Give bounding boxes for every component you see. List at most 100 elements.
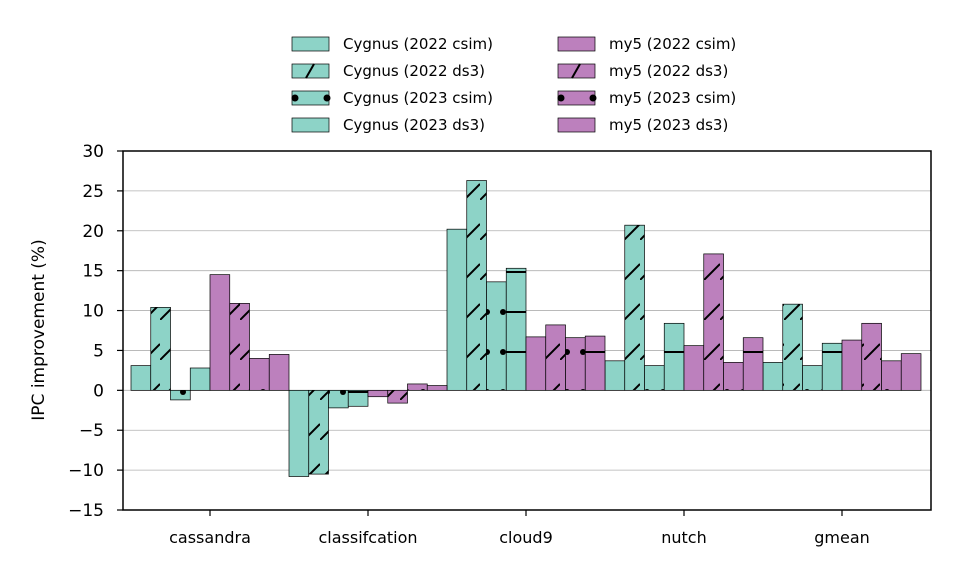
legend-item: Cygnus (2022 csim): [291, 35, 493, 53]
bar-hatch: [269, 354, 289, 391]
legend-hatch: [291, 94, 299, 102]
legend-item: my5 (2023 csim): [557, 89, 736, 107]
bar-hatch: [150, 307, 171, 391]
y-tick-label: −10: [68, 461, 104, 481]
bar-outline: [229, 303, 250, 391]
legend-item: Cygnus (2023 ds3): [291, 116, 485, 134]
bar-outline: [584, 335, 606, 391]
bar-hatch: [644, 365, 665, 391]
bar-hatch: [506, 268, 526, 391]
legend-hatch: [323, 94, 331, 102]
bar: [368, 390, 388, 397]
bar: [131, 365, 151, 391]
legend-label: Cygnus (2023 csim): [343, 89, 493, 107]
bar-outline: [505, 267, 527, 391]
y-tick-label: 30: [82, 142, 104, 162]
bar: [842, 340, 862, 391]
bar-hatch: [861, 323, 882, 391]
bar-hatch: [229, 303, 250, 391]
legend-label: Cygnus (2022 csim): [343, 35, 493, 53]
bar-hatch: [545, 324, 566, 391]
bar: [763, 362, 783, 391]
bar-hatch: [703, 253, 724, 391]
legend-hatch: [305, 63, 315, 79]
y-tick-label: −15: [68, 501, 104, 521]
bar-hatch: [723, 362, 744, 391]
bar-outline: [624, 224, 645, 391]
y-tick-label: 15: [82, 262, 104, 282]
bar-hatch: [901, 353, 921, 391]
legend-label: my5 (2022 ds3): [609, 62, 728, 80]
legend-item: my5 (2022 ds3): [557, 62, 728, 80]
legend-swatch: [291, 36, 330, 52]
bar-outline: [900, 353, 922, 391]
legend-item: my5 (2022 csim): [557, 35, 736, 53]
bar-outline: [150, 307, 171, 391]
legend-item: Cygnus (2023 csim): [291, 89, 493, 107]
bar-hatch: [308, 390, 329, 475]
legend-hatch: [589, 94, 597, 102]
legend-hatch: [571, 63, 581, 79]
legend-label: my5 (2023 ds3): [609, 116, 728, 134]
bar-hatch: [170, 390, 191, 400]
bar-outline: [742, 337, 764, 391]
bar-outline: [703, 253, 724, 391]
bar-hatch: [427, 385, 447, 391]
bar-hatch: [249, 358, 270, 391]
x-tick-label: cloud9: [499, 528, 553, 547]
bar-hatch: [486, 281, 507, 391]
bar: [605, 360, 625, 391]
legend-label: Cygnus (2022 ds3): [343, 62, 485, 80]
legend-label: my5 (2023 csim): [609, 89, 736, 107]
bar-hatch: [624, 225, 645, 391]
x-tick-label: gmean: [814, 528, 870, 547]
bar-hatch: [190, 367, 210, 391]
bar-outline: [170, 389, 191, 401]
bar-hatch: [782, 304, 803, 391]
bar-hatch: [348, 390, 368, 407]
x-tick-label: classifcation: [318, 528, 417, 547]
bar-outline: [426, 385, 448, 391]
y-tick-label: 5: [93, 341, 104, 361]
bar-hatch: [743, 337, 763, 391]
plot-area-frame: [122, 150, 932, 511]
y-axis-title: IPC improvement (%): [29, 239, 49, 420]
bar-hatch: [881, 360, 902, 391]
legend-item: my5 (2023 ds3): [557, 116, 728, 134]
legend: Cygnus (2022 csim) Cygnus (2022 ds3) Cygnu…: [291, 35, 736, 134]
bar: [289, 390, 309, 477]
bar-hatch: [466, 180, 487, 391]
y-tick-label: 0: [93, 381, 104, 401]
bar: [447, 229, 467, 391]
bar: [684, 345, 704, 391]
x-tick-label: cassandra: [169, 528, 251, 547]
y-tick-label: 10: [82, 302, 104, 322]
bar-outline: [268, 354, 290, 391]
bar: [210, 274, 230, 391]
bar-hatch: [387, 390, 408, 404]
legend-swatch: [557, 36, 596, 52]
bars: [130, 180, 922, 477]
legend-hatch: [557, 94, 565, 102]
legend-label: my5 (2022 csim): [609, 35, 736, 53]
y-axis: −15 −10 −5 0 5 10 15 20 25 30: [68, 142, 123, 521]
bar-outline: [387, 389, 408, 404]
bar-hatch: [822, 343, 842, 391]
y-tick-label: 20: [82, 222, 104, 242]
bar-hatch: [407, 383, 428, 391]
legend-swatch: [557, 117, 596, 133]
y-tick-label: 25: [82, 182, 104, 202]
bar-outline: [782, 303, 803, 391]
bar-outline: [308, 389, 329, 475]
x-axis: cassandra classifcation cloud9 nutch gmean: [169, 510, 870, 547]
bar-hatch: [585, 336, 605, 391]
bar-hatch: [802, 365, 823, 391]
bar-outline: [347, 389, 369, 407]
legend-label: Cygnus (2023 ds3): [343, 116, 485, 134]
bar-hatch: [664, 323, 684, 391]
legend-item: Cygnus (2022 ds3): [291, 62, 485, 80]
y-tick-label: −5: [79, 421, 104, 441]
bar-hatch: [328, 390, 349, 408]
x-tick-label: nutch: [661, 528, 707, 547]
